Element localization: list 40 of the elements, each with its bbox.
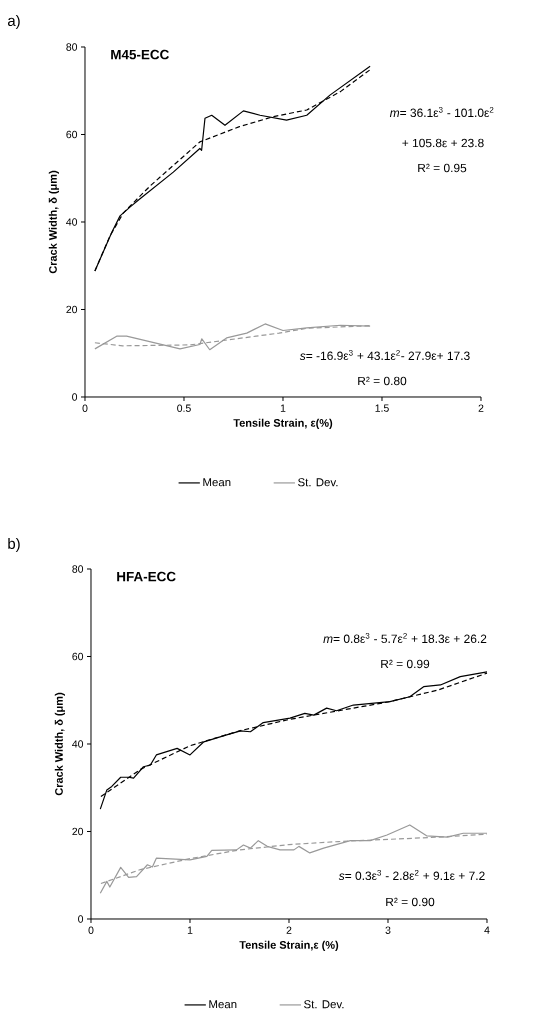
chart-title: HFA-ECC <box>117 571 176 582</box>
annotation: R² = 0.90 <box>386 897 435 907</box>
y-tick-label: 60 <box>72 652 84 661</box>
x-axis-title: Tensile Strain,ε (%) <box>239 940 339 951</box>
legend-label: Mean <box>203 478 231 487</box>
annotation: s= -16.9ε$^{3}$ + 43.1ε$^{2}$- 27.9ε+ 17.3 <box>299 349 470 360</box>
y-tick-label: 80 <box>66 43 78 51</box>
y-tick-label: 40 <box>72 740 84 748</box>
y-tick-label: 40 <box>66 218 78 226</box>
y-tick-label: 0 <box>72 393 78 401</box>
annotation: m= 0.8ε$^{3}$ - 5.7ε$^{2}$ + 18.3ε + 26.2 <box>323 632 487 643</box>
annotation: m= 36.1ε$^{3}$ - 101.0ε$^{2}$ <box>389 106 494 117</box>
x-tick-label: 1 <box>187 926 193 934</box>
annotation: s= 0.3ε$^{3}$ - 2.8ε$^{2}$ + 9.1ε + 7.2 <box>338 869 485 880</box>
y-tick-label: 80 <box>72 565 84 573</box>
annotation: + 105.8ε + 23.8 <box>402 138 484 148</box>
x-tick-label: 2 <box>478 404 484 412</box>
y-axis-title: Crack Width, δ (μm) <box>48 170 60 274</box>
legend-label: Mean <box>209 1000 237 1009</box>
annotation: R² = 0.99 <box>381 659 430 669</box>
y-axis-title: Crack Width, δ (μm) <box>54 692 66 796</box>
x-tick-label: 1 <box>280 404 286 412</box>
x-axis-title: Tensile Strain, ε(%) <box>233 418 333 429</box>
text: a) <box>8 15 20 29</box>
annotation: R² = 0.95 <box>418 163 467 173</box>
legend-label: St. Dev. <box>304 1000 344 1009</box>
text: b) <box>8 538 20 552</box>
x-tick-label: 1.5 <box>375 404 389 412</box>
chart-title: M45-ECC <box>111 49 169 60</box>
x-tick-label: 0.5 <box>177 404 191 412</box>
x-tick-label: 0 <box>88 926 94 934</box>
y-tick-label: 0 <box>78 915 84 923</box>
x-tick-label: 4 <box>484 926 490 934</box>
legend-label: St. Dev. <box>298 478 338 487</box>
annotation: R² = 0.80 <box>358 376 407 386</box>
y-tick-label: 20 <box>66 305 78 314</box>
x-tick-label: 2 <box>286 926 292 934</box>
y-tick-label: 60 <box>66 130 78 139</box>
y-tick-label: 20 <box>72 827 84 836</box>
x-tick-label: 3 <box>385 926 391 934</box>
